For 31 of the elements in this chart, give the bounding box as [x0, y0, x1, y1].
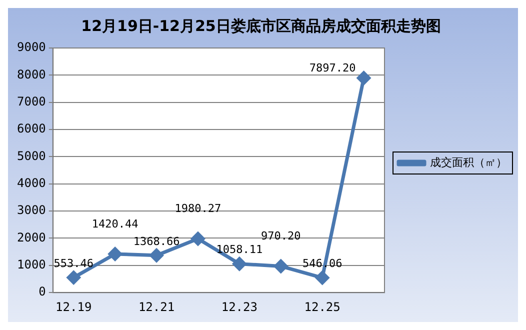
y-tick-label: 0 [38, 284, 46, 299]
y-tick-label: 6000 [16, 122, 46, 136]
y-tick-label: 5000 [16, 148, 46, 163]
point [232, 257, 246, 271]
x-tick-label: 12.23 [221, 300, 258, 314]
point [150, 248, 164, 262]
y-tick-label: 4000 [16, 176, 46, 190]
data-label: 1980.27 [174, 202, 222, 216]
y-tick-label: 9000 [16, 40, 46, 54]
x-tick-label: 12.21 [138, 300, 175, 314]
chart-title: 12月19日-12月25日娄底市区商品房成交面积走势图 [81, 16, 441, 35]
legend-label: 成交面积（㎡） [430, 156, 507, 169]
point [274, 259, 288, 273]
y-tick-label: 2000 [16, 230, 46, 244]
data-label: 7897.20 [309, 61, 356, 74]
point [316, 271, 330, 285]
x-tick-label: 12.19 [56, 300, 92, 314]
y-tick-label: 7000 [16, 94, 46, 108]
x-tick-label: 12.25 [304, 300, 340, 314]
y-tick-label: 3000 [16, 203, 46, 218]
point [357, 71, 371, 85]
data-label: 1368.66 [133, 234, 180, 248]
y-tick-label: 8000 [16, 67, 46, 82]
point [108, 247, 122, 261]
data-label: 1058.11 [216, 243, 263, 256]
data-label: 553.46 [54, 256, 94, 270]
y-tick-label: 1000 [16, 258, 46, 272]
point [191, 232, 205, 246]
data-label: 970.20 [261, 230, 301, 243]
data-label: 1420.44 [92, 217, 139, 230]
point [66, 270, 80, 284]
